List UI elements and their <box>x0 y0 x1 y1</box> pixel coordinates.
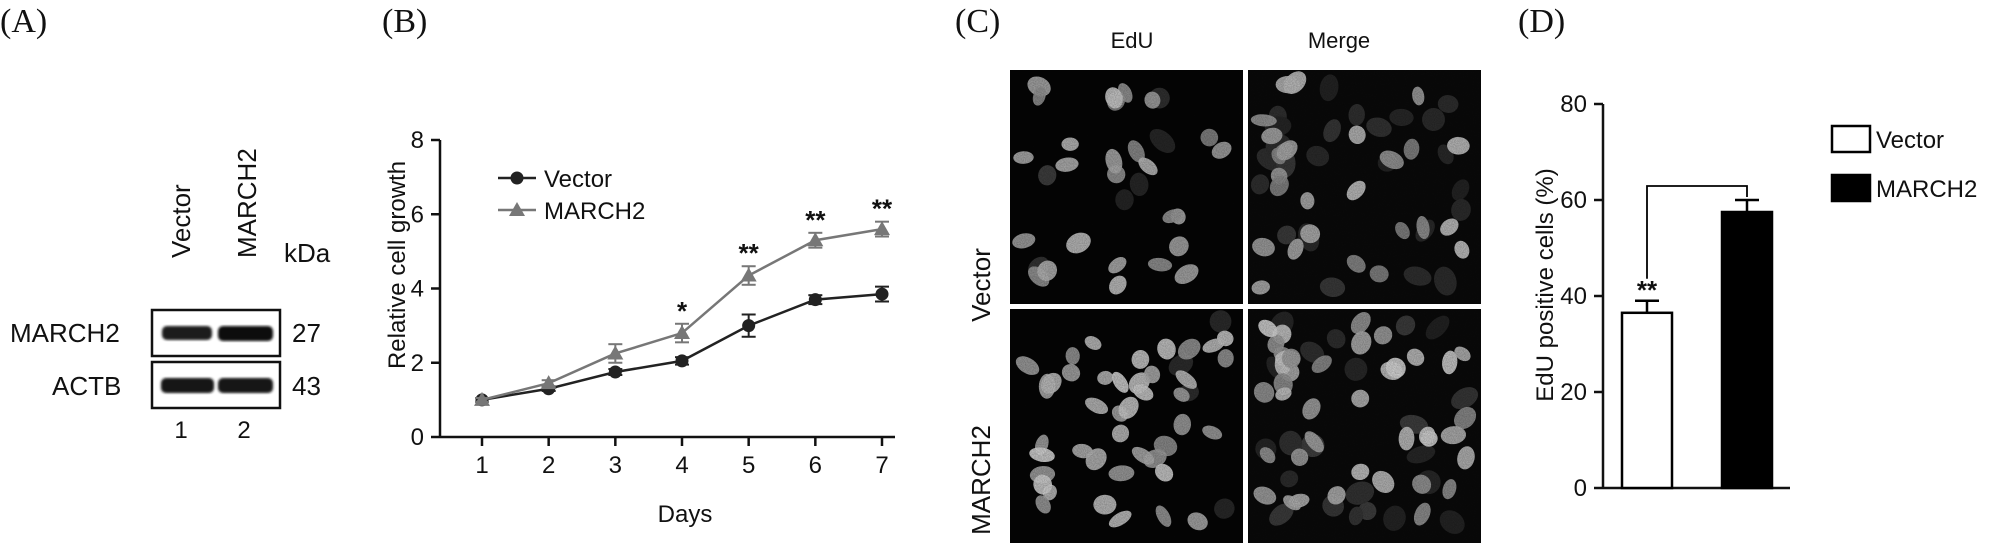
chart-b-x-tick-label: 7 <box>875 452 888 479</box>
chart-b-y-tick-label: 4 <box>411 276 424 303</box>
panel-d: (D) EdU positive cells (%) 0 20 40 60 80 ** Ve… <box>1518 3 1977 502</box>
kda-unit-label: kDa <box>284 238 331 268</box>
chart-b-x-tick-label: 5 <box>742 452 755 479</box>
micrograph-texture <box>1010 70 1243 304</box>
chart-b-xlabel: Days <box>658 501 713 528</box>
panel-c: (C) EdU Merge Vector MARCH2 <box>955 3 1481 543</box>
chart-b-significance-label: * <box>677 296 688 326</box>
chart-b-y-tick-label: 6 <box>411 201 424 228</box>
blot-band-march2-lane2 <box>218 326 273 341</box>
chart-b-significance-label: ** <box>872 194 893 224</box>
micro-row-label-vector: Vector <box>966 248 996 322</box>
lane-label-march2: MARCH2 <box>232 148 262 258</box>
micrograph-vector-merge <box>1248 70 1481 304</box>
chart-b-x-tick-label: 2 <box>542 452 555 479</box>
chart-b-point-march2 <box>540 375 557 390</box>
micro-col-label-edu: EdU <box>1111 28 1154 53</box>
chart-b-x-tick-label: 1 <box>475 452 488 479</box>
lane-number-2: 2 <box>237 417 250 444</box>
micrograph-march2-edu <box>1010 309 1243 543</box>
micrograph-march2-merge <box>1248 309 1481 543</box>
micrograph-texture <box>1248 70 1481 304</box>
chart-d-y-tick-label: 0 <box>1574 475 1587 502</box>
chart-d-significance-label: ** <box>1637 275 1658 305</box>
chart-d-significance-bracket <box>1646 185 1748 279</box>
blot-band-actb-lane2 <box>218 378 273 393</box>
chart-d-y-tick-label: 60 <box>1560 187 1587 214</box>
chart-d-legend-label: Vector <box>1876 127 1944 154</box>
chart-b-point-march2 <box>807 232 824 247</box>
chart-d-legend-swatch <box>1830 124 1872 154</box>
chart-b-x-tick-label: 3 <box>609 452 622 479</box>
chart-b-point-march2 <box>607 345 624 360</box>
chart-b-y-tick-label: 0 <box>411 424 424 451</box>
chart-b-legend-label: Vector <box>544 166 612 193</box>
chart-d-ylabel: EdU positive cells (%) <box>1532 168 1559 401</box>
chart-b-legend-marker <box>509 202 525 216</box>
blot-band-actb-lane1 <box>161 378 214 393</box>
micrograph-texture <box>1010 309 1243 543</box>
chart-d-y-tick-label: 80 <box>1560 91 1587 118</box>
chart-b-x-tick-label: 6 <box>809 452 822 479</box>
micrograph-vector-edu <box>1010 70 1243 304</box>
chart-b-x-tick-label: 4 <box>675 452 688 479</box>
panel-b-label: (B) <box>382 3 427 40</box>
chart-d-legend-label: MARCH2 <box>1876 176 1977 203</box>
chart-d-bar-march2 <box>1720 210 1774 490</box>
chart-d-bar-vector <box>1620 311 1674 490</box>
blot-row-label-march2: MARCH2 <box>10 318 120 348</box>
chart-b-point-march2 <box>740 267 757 282</box>
panel-b: (B) Relative cell growth Days 0 2 4 6 8 1 2 3 4 5… <box>382 3 895 528</box>
micro-col-label-merge: Merge <box>1308 28 1370 53</box>
blot-band-march2-lane1 <box>162 326 212 340</box>
chart-d-y-tick-label: 20 <box>1560 379 1587 406</box>
chart-b-significance-label: ** <box>739 238 760 268</box>
edu-positive-chart: EdU positive cells (%) 0 20 40 60 80 ** Vector… <box>1532 91 1977 502</box>
blot-kda-actb: 43 <box>292 371 321 401</box>
panel-a-label: (A) <box>0 3 47 40</box>
chart-b-point-vector <box>742 319 756 333</box>
chart-b-legend-label: MARCH2 <box>544 198 645 225</box>
chart-d-legend-swatch <box>1830 173 1872 203</box>
chart-b-point-vector <box>875 287 889 301</box>
chart-b-y-tick-label: 8 <box>411 127 424 154</box>
chart-b-point-march2 <box>474 391 490 406</box>
chart-b-point-vector <box>608 365 622 379</box>
lane-label-vector: Vector <box>166 184 196 258</box>
chart-b-point-march2 <box>874 221 890 236</box>
chart-d-y-tick-label: 40 <box>1560 283 1587 310</box>
blot-row-label-actb: ACTB <box>52 371 121 401</box>
chart-b-ylabel: Relative cell growth <box>384 161 411 369</box>
lane-number-1: 1 <box>174 417 187 444</box>
chart-b-significance-label: ** <box>805 205 826 235</box>
chart-b-point-march2 <box>674 325 690 340</box>
panel-c-label: (C) <box>955 3 1000 40</box>
micrograph-texture <box>1248 309 1481 543</box>
chart-b-legend-marker <box>510 171 524 185</box>
micro-row-label-march2: MARCH2 <box>966 425 996 535</box>
chart-b-point-vector <box>675 354 689 368</box>
panel-a: (A) Vector MARCH2 kDa MARCH2 ACTB 27 43 … <box>0 3 331 444</box>
panel-d-label: (D) <box>1518 3 1565 40</box>
chart-b-y-tick-label: 2 <box>411 350 424 377</box>
chart-b-point-vector <box>808 293 822 307</box>
blot-kda-march2: 27 <box>292 318 321 348</box>
